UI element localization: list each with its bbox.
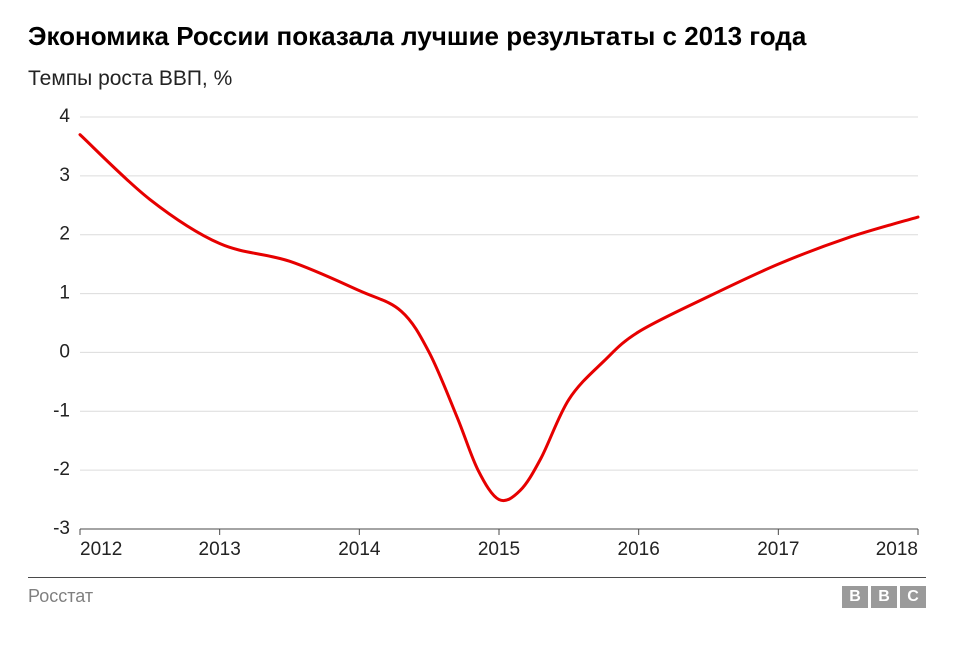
bbc-logo: B B C [842,586,926,608]
source-label: Росстат [28,586,93,607]
bbc-logo-letter: B [842,586,868,608]
chart-area: -3 -2 -1 0 1 2 3 4 2012 2013 2014 2015 2016 2017 2018 [28,99,926,569]
svg-text:2014: 2014 [338,539,381,560]
bbc-logo-letter: C [900,586,926,608]
chart-footer: Росстат B B C [28,577,926,608]
svg-text:2017: 2017 [757,539,799,560]
bbc-logo-letter: B [871,586,897,608]
svg-text:2018: 2018 [876,539,918,560]
svg-text:-1: -1 [53,400,70,421]
svg-text:2012: 2012 [80,539,122,560]
svg-text:2: 2 [59,223,70,244]
svg-text:2015: 2015 [478,539,520,560]
chart-title: Экономика России показала лучшие результ… [28,20,926,53]
chart-subtitle: Темпы роста ВВП, % [28,67,926,91]
svg-text:4: 4 [59,106,70,127]
svg-text:-2: -2 [53,459,70,480]
svg-text:0: 0 [59,341,70,362]
svg-text:1: 1 [59,282,70,303]
line-chart: -3 -2 -1 0 1 2 3 4 2012 2013 2014 2015 2016 2017 2018 [28,99,926,569]
svg-text:2013: 2013 [199,539,241,560]
svg-text:3: 3 [59,164,70,185]
chart-card: Экономика России показала лучшие результ… [0,0,954,664]
svg-text:2016: 2016 [618,539,660,560]
svg-text:-3: -3 [53,518,70,539]
